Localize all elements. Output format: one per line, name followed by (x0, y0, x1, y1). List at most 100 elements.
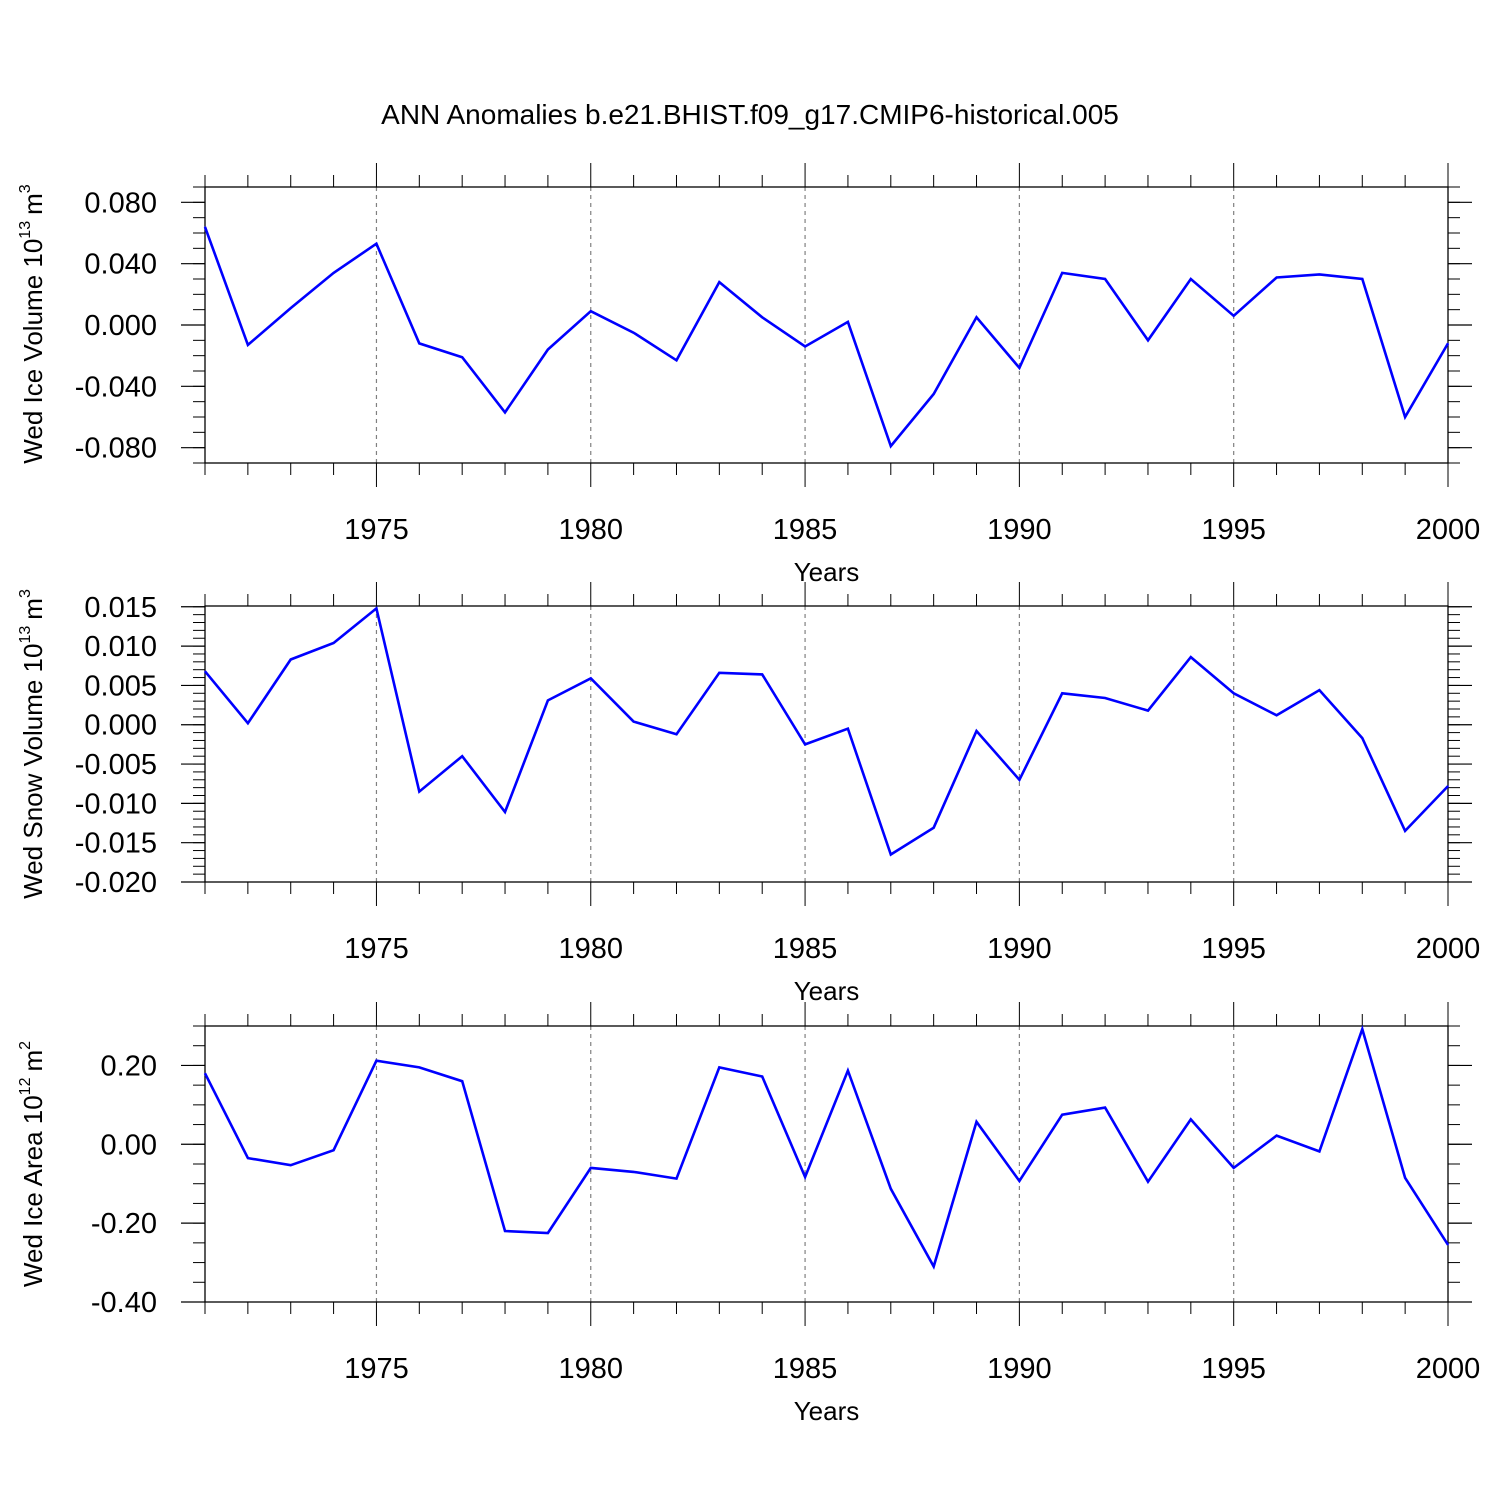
data-point (890, 853, 892, 856)
data-point (675, 733, 678, 735)
series-line (203, 606, 1449, 857)
y-tick-label: 0.000 (84, 710, 157, 742)
plot-frame (204, 186, 1449, 464)
data-point (332, 1149, 335, 1151)
x-tick-label: 1975 (344, 514, 409, 546)
data-point (590, 1167, 592, 1169)
data-point (1318, 273, 1321, 275)
data-point (1447, 785, 1449, 787)
data-point (290, 307, 292, 309)
y-tick-label: 0.080 (84, 187, 157, 219)
y-axis-label-unit-exponent: 2 (17, 1041, 34, 1050)
y-axis-label-exponent: 13 (17, 221, 34, 239)
x-tick-label: 2000 (1416, 933, 1481, 965)
plots-container: 0.080 0.040 0.000 -0.040 -0.080 1975 1980 1985 1… (17, 163, 1480, 1426)
y-tick-label: 0.015 (84, 592, 157, 624)
y-tick-label: -0.020 (75, 867, 157, 899)
y-axis-label-unit: m (18, 1050, 48, 1072)
data-point (204, 670, 206, 672)
x-axis-label: Years (794, 557, 860, 587)
y-tick-label: -0.005 (75, 749, 157, 781)
data-point (247, 1157, 249, 1159)
data-point (675, 1177, 678, 1180)
data-point (1361, 1028, 1363, 1030)
data-point (1233, 1167, 1235, 1169)
data-point (590, 310, 592, 312)
data-point (590, 677, 592, 679)
panel-1: 0.080 0.040 0.000 -0.040 -0.080 1975 1980 1985 1… (17, 163, 1480, 587)
x-tick-label: 1985 (773, 1353, 838, 1385)
data-point (547, 699, 549, 701)
y-tick-label: -0.015 (75, 828, 157, 860)
data-point (718, 672, 720, 674)
data-point (1147, 339, 1149, 341)
y-tick-label: 0.20 (101, 1050, 157, 1082)
data-point (247, 344, 249, 346)
data-point (1275, 276, 1278, 279)
data-point (418, 1066, 420, 1068)
data-point (461, 1080, 463, 1082)
x-tick-label: 1985 (773, 514, 838, 546)
data-point (1018, 779, 1020, 781)
y-tick-label: -0.20 (91, 1208, 157, 1240)
data-point (1190, 656, 1192, 658)
x-tick-label: 1995 (1201, 1353, 1266, 1385)
y-tick-label: 0.005 (84, 670, 157, 702)
x-tick-label: 1985 (773, 933, 838, 965)
data-point (1061, 1114, 1063, 1116)
y-axis-label-unit-exponent: 3 (17, 184, 34, 193)
data-point (332, 642, 335, 644)
data-point (504, 411, 506, 413)
data-point (761, 673, 763, 676)
data-point (332, 272, 335, 274)
data-point (290, 1164, 292, 1166)
data-point (933, 1265, 935, 1268)
data-point (761, 316, 763, 318)
data-point (375, 1060, 378, 1062)
x-tick-label: 2000 (1416, 1353, 1481, 1385)
data-point (1104, 697, 1106, 699)
data-point (1404, 830, 1406, 832)
data-point (1447, 1244, 1449, 1246)
data-point (847, 321, 849, 323)
data-point (1275, 1135, 1278, 1137)
data-point (1018, 367, 1020, 369)
data-point (1233, 692, 1235, 694)
data-point (1275, 714, 1278, 716)
data-point (1147, 709, 1149, 712)
y-tick-label: 0.010 (84, 631, 157, 663)
x-tick-label: 2000 (1416, 514, 1481, 546)
data-point (1318, 1150, 1321, 1152)
series-line (203, 1024, 1450, 1270)
data-point (975, 316, 978, 318)
x-tick-label: 1990 (987, 1353, 1052, 1385)
data-point (204, 226, 206, 228)
y-tick-label: 0.040 (84, 249, 157, 281)
x-tick-label: 1990 (987, 933, 1052, 965)
x-tick-label: 1995 (1201, 933, 1266, 965)
y-axis-label-main: Wed Snow Volume 10 (18, 644, 48, 899)
y-tick-label: -0.040 (75, 371, 157, 403)
x-tick-label: 1980 (559, 933, 624, 965)
data-point (933, 393, 935, 395)
y-axis-label-main: Wed Ice Area 10 (18, 1095, 48, 1287)
data-point (675, 359, 678, 361)
y-axis-label-unit: m (18, 598, 48, 620)
plot-frame (204, 605, 1449, 883)
x-tick-label: 1995 (1201, 514, 1266, 546)
data-point (890, 445, 892, 447)
data-point (804, 345, 806, 348)
y-tick-label: -0.080 (75, 433, 157, 465)
x-tick-label: 1975 (344, 1353, 409, 1385)
data-point (1190, 278, 1192, 280)
data-point (1104, 1107, 1106, 1109)
data-point (461, 356, 463, 358)
y-axis-label: Wed Snow Volume 1013 m3 (17, 589, 48, 899)
data-point (418, 790, 420, 793)
data-point (847, 1069, 849, 1072)
data-point (633, 720, 635, 723)
y-axis-label-main: Wed Ice Volume 10 (18, 239, 48, 464)
data-point (1104, 278, 1106, 280)
data-point (1404, 1177, 1406, 1179)
